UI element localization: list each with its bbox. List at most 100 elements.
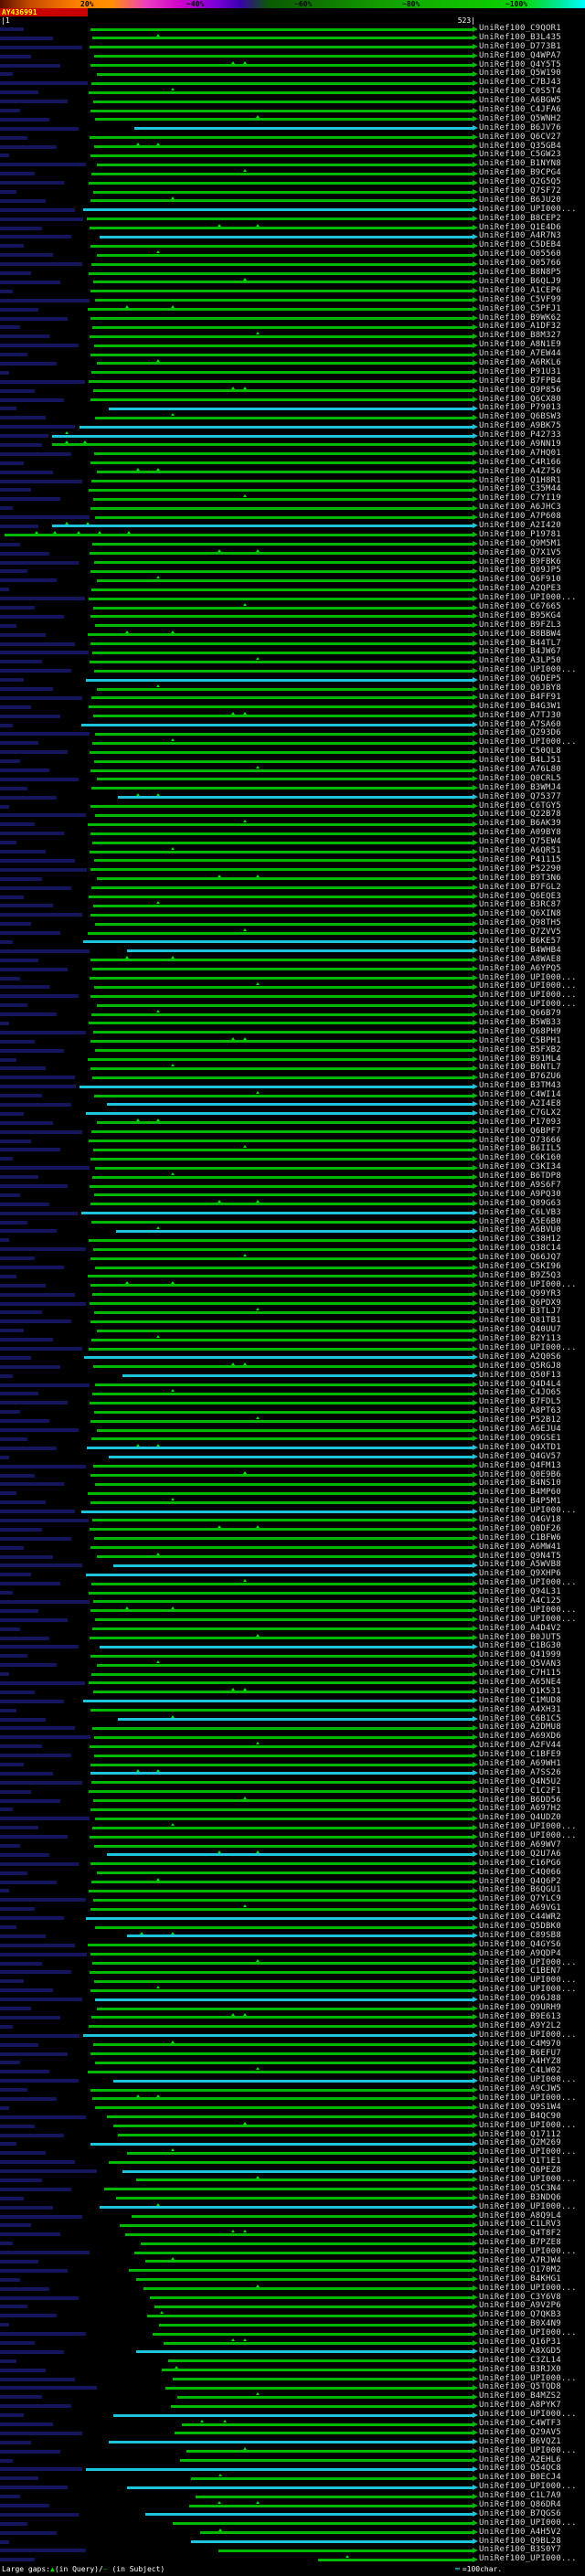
alignment-row[interactable]: UniRef100_Q9N4T5 xyxy=(0,1552,585,1562)
alignment-row[interactable]: UniRef100_B4JW67 xyxy=(0,648,585,657)
hit-label[interactable]: UniRef100_B4JW67 xyxy=(479,647,561,657)
alignment-row[interactable]: UniRef100_B9T3N6 xyxy=(0,874,585,884)
hit-bar[interactable] xyxy=(92,1076,473,1079)
hit-label[interactable]: UniRef100_C4Q066 xyxy=(479,1867,561,1877)
alignment-row[interactable]: UniRef100_B6DD56 xyxy=(0,1796,585,1806)
hit-bar[interactable] xyxy=(90,1500,473,1504)
hit-label[interactable]: UniRef100_B4LJ51 xyxy=(479,756,561,766)
hit-bar[interactable] xyxy=(113,2413,473,2417)
hit-label[interactable]: UniRef100_B44TL7 xyxy=(479,638,561,648)
hit-label[interactable]: UniRef100_C67665 xyxy=(479,602,561,611)
hit-bar[interactable] xyxy=(92,1519,473,1522)
alignment-row[interactable]: UniRef100_A4HYZ8 xyxy=(0,2057,585,2067)
alignment-row[interactable]: UniRef100_A5WVB8 xyxy=(0,1561,585,1570)
hit-label[interactable]: UniRef100_Q1H8R1 xyxy=(479,475,561,485)
hit-label[interactable]: UniRef100_A9V2P6 xyxy=(479,2301,561,2311)
hit-bar[interactable] xyxy=(90,136,473,140)
hit-label[interactable]: UniRef100_B3S0Y7 xyxy=(479,2545,561,2555)
alignment-row[interactable]: UniRef100_A6BGW5 xyxy=(0,96,585,106)
hit-bar[interactable] xyxy=(90,1546,473,1550)
hit-label[interactable]: UniRef100_Q40UU7 xyxy=(479,1325,561,1335)
hit-label[interactable]: UniRef100_B8M327 xyxy=(479,331,561,341)
hit-bar[interactable] xyxy=(90,1066,473,1070)
alignment-row[interactable]: UniRef100_A4D4V2 xyxy=(0,1624,585,1634)
alignment-row[interactable]: UniRef100_A8XGD5 xyxy=(0,2347,585,2357)
hit-label[interactable]: UniRef100_P41115 xyxy=(479,854,561,864)
hit-bar[interactable] xyxy=(165,2386,473,2390)
alignment-row[interactable]: UniRef100_Q5RGJ8 xyxy=(0,1362,585,1372)
alignment-row[interactable]: UniRef100_C6K160 xyxy=(0,1153,585,1163)
hit-label[interactable]: UniRef100_B6TDP8 xyxy=(479,1171,561,1182)
hit-bar[interactable] xyxy=(147,2314,473,2317)
alignment-row[interactable]: UniRef100_Q6F910 xyxy=(0,575,585,585)
alignment-row[interactable]: UniRef100_A3LP50 xyxy=(0,656,585,666)
hit-bar[interactable] xyxy=(95,1482,473,1486)
hit-label[interactable]: UniRef100_UPI000... xyxy=(479,2147,577,2157)
hit-label[interactable]: UniRef100_O05560 xyxy=(479,249,561,260)
hit-bar[interactable] xyxy=(95,118,473,122)
hit-bar[interactable] xyxy=(88,308,473,312)
hit-label[interactable]: UniRef100_UPI000... xyxy=(479,2554,577,2564)
hit-label[interactable]: UniRef100_A2EHL6 xyxy=(479,2454,561,2465)
hit-label[interactable]: UniRef100_UPI000... xyxy=(479,2075,577,2085)
hit-bar[interactable] xyxy=(92,543,473,546)
hit-label[interactable]: UniRef100_B4FF91 xyxy=(479,692,561,702)
alignment-row[interactable]: UniRef100_UPI000... xyxy=(0,737,585,747)
alignment-row[interactable]: UniRef100_B4P5M1 xyxy=(0,1497,585,1507)
alignment-row[interactable]: UniRef100_P91U31 xyxy=(0,367,585,377)
hit-label[interactable]: UniRef100_P42733 xyxy=(479,430,561,440)
hit-label[interactable]: UniRef100_B4G3W1 xyxy=(479,701,561,711)
alignment-row[interactable]: UniRef100_B7FPB4 xyxy=(0,376,585,387)
alignment-row[interactable]: UniRef100_Q6CV27 xyxy=(0,133,585,143)
hit-bar[interactable] xyxy=(127,949,473,953)
hit-bar[interactable] xyxy=(89,1889,473,1892)
alignment-row[interactable]: UniRef100_Q4GV57 xyxy=(0,1451,585,1462)
alignment-row[interactable]: UniRef100_Q4D4L4 xyxy=(0,1380,585,1390)
hit-label[interactable]: UniRef100_Q170M2 xyxy=(479,2264,561,2274)
alignment-row[interactable]: UniRef100_C5VF99 xyxy=(0,295,585,305)
alignment-row[interactable]: UniRef100_UPI000... xyxy=(0,982,585,991)
alignment-row[interactable]: UniRef100_A4C125 xyxy=(0,1596,585,1606)
hit-label[interactable]: UniRef100_UPI000... xyxy=(479,1614,577,1624)
hit-bar[interactable] xyxy=(86,1112,473,1116)
hit-label[interactable]: UniRef100_C5GW23 xyxy=(479,150,561,160)
hit-bar[interactable] xyxy=(90,1654,473,1658)
hit-bar[interactable] xyxy=(186,2450,473,2454)
hit-bar[interactable] xyxy=(93,190,473,194)
alignment-row[interactable]: UniRef100_A69XD6 xyxy=(0,1732,585,1742)
hit-label[interactable]: UniRef100_A2I420 xyxy=(479,520,561,530)
hit-bar[interactable] xyxy=(83,208,473,212)
alignment-row[interactable]: UniRef100_UPI000... xyxy=(0,1506,585,1516)
hit-bar[interactable] xyxy=(125,2232,473,2236)
hit-label[interactable]: UniRef100_A6MW41 xyxy=(479,1542,561,1552)
hit-label[interactable]: UniRef100_UPI000... xyxy=(479,2093,577,2103)
hit-bar[interactable] xyxy=(90,1284,473,1288)
hit-label[interactable]: UniRef100_Q0DF26 xyxy=(479,1523,561,1533)
hit-label[interactable]: UniRef100_Q293D6 xyxy=(479,728,561,738)
hit-label[interactable]: UniRef100_Q81TB1 xyxy=(479,1316,561,1326)
alignment-row[interactable]: UniRef100_UPI000... xyxy=(0,973,585,983)
hit-bar[interactable] xyxy=(95,416,473,419)
alignment-row[interactable]: UniRef100_Q5W190 xyxy=(0,69,585,79)
hit-label[interactable]: UniRef100_A697H2 xyxy=(479,1804,561,1814)
hit-bar[interactable] xyxy=(93,2043,473,2047)
hit-bar[interactable] xyxy=(94,1537,473,1541)
alignment-row[interactable]: UniRef100_C0S5T4 xyxy=(0,87,585,97)
hit-label[interactable]: UniRef100_Q38C14 xyxy=(479,1244,561,1254)
hit-bar[interactable] xyxy=(136,2278,473,2282)
hit-label[interactable]: UniRef100_A2QPE3 xyxy=(479,584,561,594)
hit-bar[interactable] xyxy=(94,985,473,989)
alignment-row[interactable]: UniRef100_B6JV76 xyxy=(0,123,585,133)
hit-label[interactable]: UniRef100_B6IIL5 xyxy=(479,1144,561,1154)
hit-bar[interactable] xyxy=(83,940,473,944)
alignment-row[interactable]: UniRef100_UPI000... xyxy=(0,2518,585,2528)
hit-bar[interactable] xyxy=(97,1663,473,1667)
hit-bar[interactable] xyxy=(95,1618,473,1622)
alignment-row[interactable]: UniRef100_A9S6F7 xyxy=(0,1181,585,1191)
alignment-row[interactable]: UniRef100_Q0E9B6 xyxy=(0,1470,585,1480)
hit-label[interactable]: UniRef100_C5KI96 xyxy=(479,1262,561,1272)
hit-bar[interactable] xyxy=(97,471,473,474)
hit-bar[interactable] xyxy=(95,922,473,926)
hit-bar[interactable] xyxy=(92,841,473,844)
hit-label[interactable]: UniRef100_Q4GV57 xyxy=(479,1451,561,1461)
